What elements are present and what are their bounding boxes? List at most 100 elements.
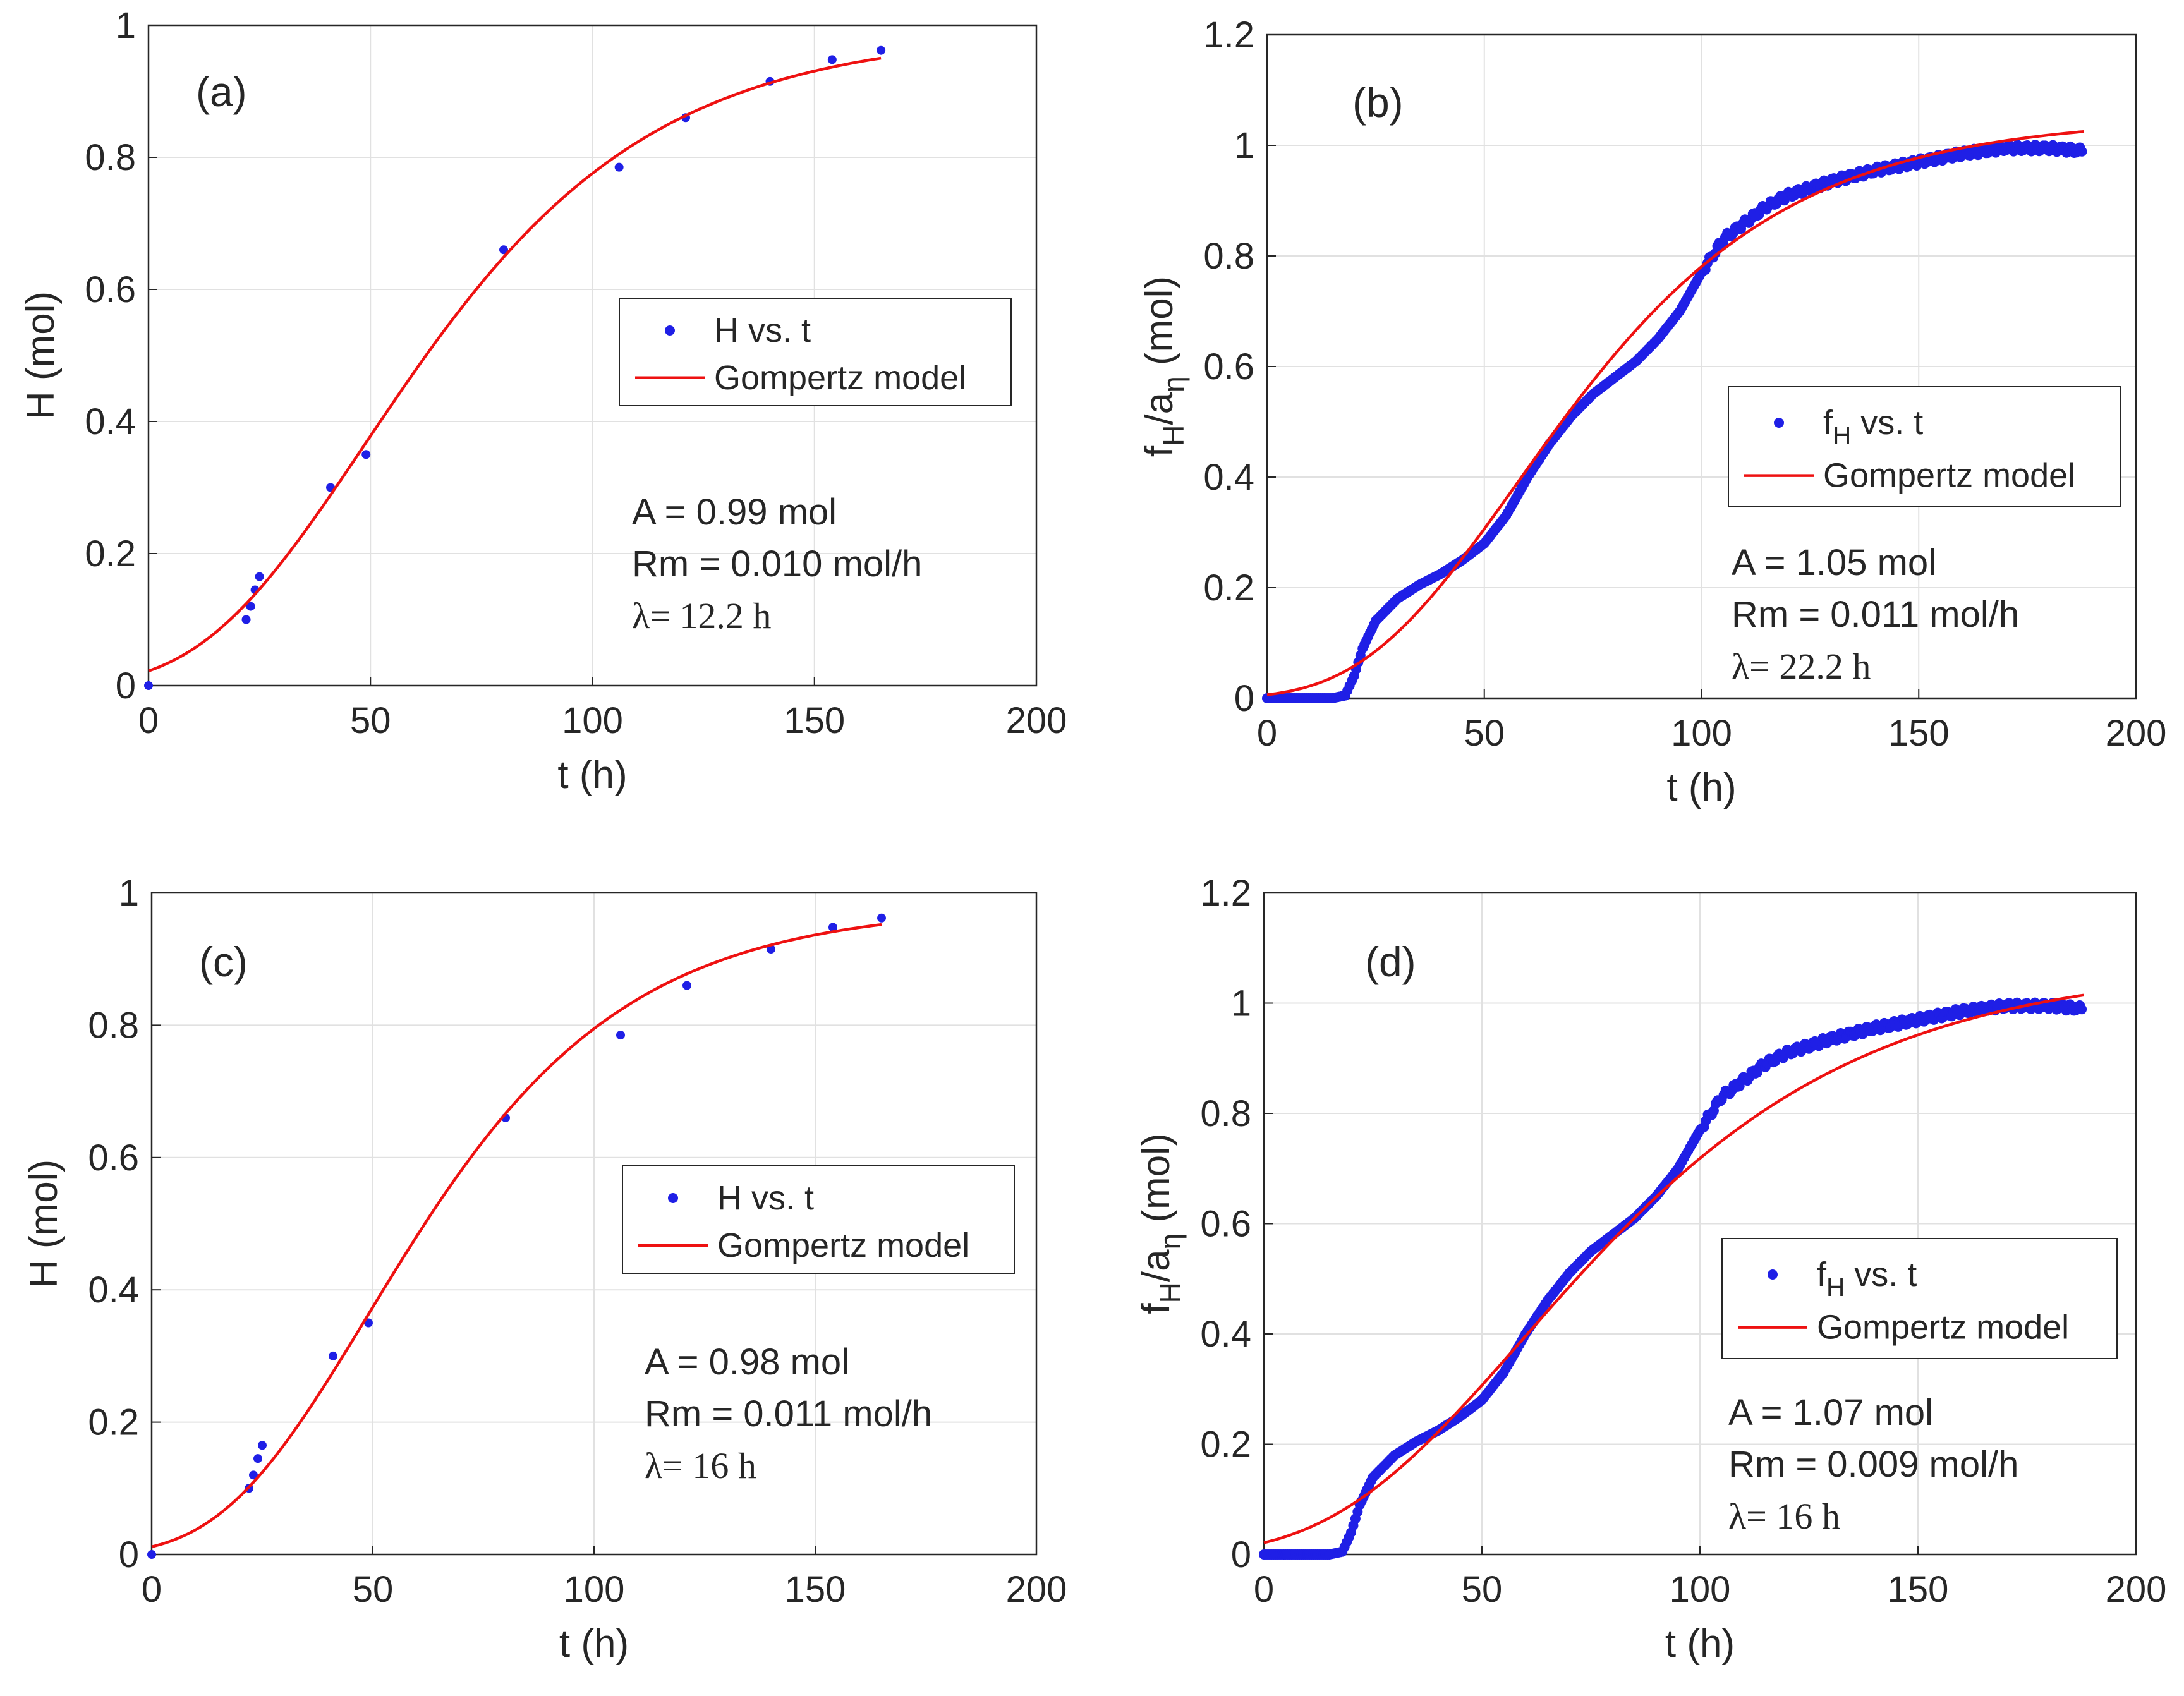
data-point [147, 1550, 156, 1559]
parameter-annotation: A = 1.05 mol [1732, 542, 1936, 583]
data-point [828, 923, 837, 932]
legend-marker-data [1768, 1269, 1778, 1280]
data-point [241, 615, 251, 624]
y-tick-label: 0.4 [88, 1269, 139, 1311]
chart-a: 0 50 100 150 200 0 0.2 0.4 0.6 0.8 1 t (h) H (mol) (a… [19, 5, 1067, 797]
x-tick-label: 50 [1462, 1569, 1503, 1610]
data-point [249, 1470, 258, 1480]
parameter-annotation: A = 1.07 mol [1728, 1392, 1933, 1433]
y-tick-label: 1 [119, 873, 139, 914]
gompertz-model-line [1266, 130, 2084, 696]
data-point [2077, 1004, 2087, 1015]
gompertz-model-line [1263, 993, 2084, 1544]
x-tick-label: 200 [1006, 700, 1067, 741]
y-tick-label: 0 [1234, 678, 1254, 719]
parameter-annotation: Rm = 0.011 mol/h [1732, 594, 2019, 635]
legend-box [622, 1165, 1015, 1274]
legend-marker-data [1774, 418, 1784, 428]
panel-label: (a) [196, 68, 247, 115]
legend: H vs. t Gompertz model [622, 1165, 1015, 1274]
legend-box [1728, 386, 2121, 507]
y-axis-label: fH/aη (mol) [1138, 276, 1190, 457]
y-tick-label: 0.4 [1203, 457, 1254, 498]
legend-entry-model: Gompertz model [714, 359, 966, 397]
x-tick-label: 200 [2106, 1569, 2167, 1610]
data-point [614, 162, 624, 172]
axes-box [1266, 33, 2137, 700]
x-axis-label: t (h) [559, 1622, 629, 1666]
parameter-annotation: λ= 16 h [1728, 1496, 1840, 1537]
parameter-annotation: Rm = 0.010 mol/h [632, 543, 922, 585]
x-tick-label: 200 [1006, 1569, 1067, 1610]
x-tick-label: 150 [1888, 1569, 1949, 1610]
y-tick-label: 1 [1234, 125, 1254, 166]
y-tick-label: 1 [1231, 983, 1251, 1024]
y-tick-label: 1 [116, 5, 136, 46]
data-point [2077, 146, 2087, 157]
y-tick-label: 0.6 [88, 1137, 139, 1178]
data-point [499, 245, 508, 255]
legend-entry-data: H vs. t [714, 312, 811, 349]
legend-marker-data [668, 1193, 678, 1203]
x-tick-label: 100 [1671, 713, 1732, 754]
y-tick-label: 0.4 [1200, 1314, 1251, 1355]
data-point [144, 681, 153, 690]
data-point [255, 572, 264, 581]
data-point [682, 981, 691, 990]
data-point [827, 55, 837, 64]
data-point [329, 1351, 337, 1360]
parameter-annotation: A = 0.98 mol [645, 1342, 849, 1383]
x-tick-label: 0 [142, 1569, 162, 1610]
data-point [877, 913, 886, 923]
data-point [361, 450, 371, 459]
x-tick-label: 50 [353, 1569, 394, 1610]
legend-entry-data: H vs. t [717, 1179, 814, 1217]
legend: H vs. t Gompertz model [619, 298, 1012, 406]
chart-b: 0 50 100 150 200 0 0.2 0.4 0.6 0.8 1 1.2 t (h) fH/aη … [1138, 15, 2166, 809]
x-tick-label: 200 [2106, 713, 2167, 754]
y-axis-label: H (mol) [19, 291, 63, 420]
x-tick-label: 100 [562, 700, 623, 741]
legend-entry-model: Gompertz model [1823, 457, 2075, 495]
legend-entry-model: Gompertz model [717, 1227, 969, 1264]
chart-d: 0 50 100 150 200 0 0.2 0.4 0.6 0.8 1 1.2 t (h) fH/aη … [1134, 873, 2166, 1666]
parameter-annotation: Rm = 0.009 mol/h [1728, 1444, 2018, 1485]
y-tick-label: 1.2 [1200, 873, 1251, 914]
parameter-annotation: A = 0.99 mol [632, 492, 837, 533]
x-tick-label: 50 [1464, 713, 1505, 754]
data-point [258, 1441, 267, 1450]
y-tick-label: 0 [119, 1534, 139, 1575]
y-tick-label: 0.8 [1203, 236, 1254, 277]
data-point [616, 1031, 625, 1040]
y-tick-label: 0 [1231, 1534, 1251, 1575]
panel-label: (d) [1365, 938, 1416, 985]
legend-fH-label: fH vs. t [1823, 404, 1923, 450]
panel-label: (c) [199, 938, 248, 985]
parameter-annotation: λ= 16 h [645, 1445, 756, 1486]
y-tick-label: 0.6 [1203, 346, 1254, 387]
y-tick-label: 0.2 [88, 1402, 139, 1443]
parameter-annotation: λ= 12.2 h [632, 595, 771, 636]
legend-box [1721, 1238, 2118, 1359]
y-tick-label: 0 [116, 665, 136, 706]
data-point [246, 602, 255, 611]
chart-c: 0 50 100 150 200 0 0.2 0.4 0.6 0.8 1 t (h) H (mol) (c… [22, 873, 1067, 1666]
y-tick-label: 0.8 [1200, 1093, 1251, 1134]
x-tick-label: 150 [784, 700, 845, 741]
data-point [877, 45, 886, 55]
y-tick-label: 0.8 [85, 137, 136, 178]
y-tick-label: 0.6 [85, 269, 136, 310]
x-tick-label: 150 [1888, 713, 1950, 754]
y-tick-label: 1.2 [1203, 15, 1254, 56]
x-axis-label: t (h) [1666, 766, 1736, 809]
parameter-annotation: Rm = 0.011 mol/h [645, 1393, 932, 1434]
axes-box [147, 24, 1038, 687]
y-axis-label: fH/aη (mol) [1134, 1133, 1187, 1314]
x-tick-label: 100 [1670, 1569, 1731, 1610]
y-tick-label: 0.8 [88, 1005, 139, 1046]
y-axis-label: H (mol) [22, 1160, 66, 1288]
x-axis-label: t (h) [557, 753, 627, 797]
legend-box [619, 298, 1012, 406]
x-tick-label: 100 [564, 1569, 625, 1610]
